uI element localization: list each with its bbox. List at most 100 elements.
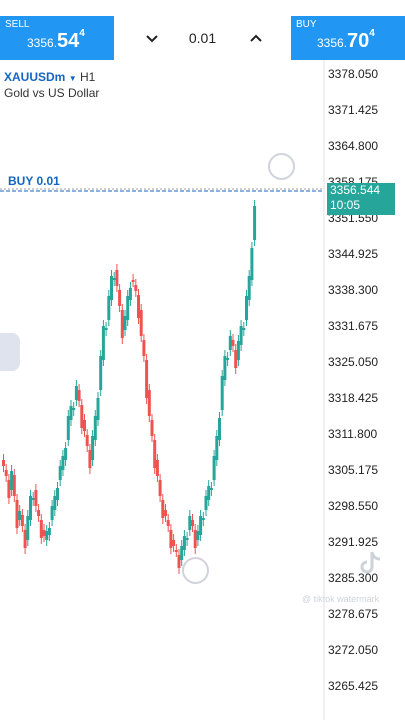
candle-body (161, 500, 165, 518)
candle-body (12, 475, 16, 496)
candle-body (120, 310, 124, 338)
buy-label: BUY (296, 19, 317, 30)
candle-body (31, 498, 35, 500)
candle-body (134, 285, 138, 291)
candle-body (85, 435, 89, 446)
candle-body (253, 206, 257, 240)
price-axis-label: 3265.425 (328, 679, 379, 693)
candle-body (37, 510, 41, 516)
chevron-up-icon[interactable] (244, 26, 268, 50)
candle-body (188, 516, 192, 530)
candlestick-chart[interactable] (0, 60, 405, 720)
candle-body (47, 528, 51, 535)
candle-body (185, 538, 189, 540)
candle-body (61, 456, 65, 470)
candle-body (196, 531, 200, 540)
candle-body (193, 530, 197, 548)
lot-size-value[interactable]: 0.01 (188, 30, 217, 46)
candle-body (145, 360, 149, 398)
candle-body (169, 530, 173, 548)
candle-body (20, 515, 24, 526)
candle-body (39, 520, 43, 538)
candle-body (137, 295, 140, 318)
candle-body (118, 290, 122, 306)
candle-body (153, 440, 157, 468)
candle-body (199, 516, 203, 535)
buy-position-label[interactable]: BUY 0.01 (8, 174, 60, 188)
candle-body (131, 280, 135, 282)
symbol-description: Gold vs US Dollar (4, 86, 100, 100)
candle-body (96, 398, 100, 420)
candle-body (166, 520, 170, 526)
price-axis-label: 3272.050 (328, 643, 379, 657)
candle-body (26, 516, 30, 540)
candle-body (242, 328, 246, 330)
candle-body (220, 376, 224, 410)
buy-price: 3356.704 (317, 28, 375, 52)
candle-body (123, 316, 127, 330)
candle-body (80, 405, 84, 428)
candle-body (72, 408, 76, 410)
candle-body (231, 340, 235, 346)
candle-body (142, 340, 146, 356)
candle-body (212, 456, 216, 480)
buy-button[interactable]: BUY 3356.704 (291, 16, 405, 60)
price-axis-label: 3291.925 (328, 535, 379, 549)
candle-body (228, 336, 232, 350)
caret-down-icon: ▼ (68, 74, 77, 83)
side-panel-handle[interactable] (0, 333, 20, 371)
current-price-tag: 3356.544 10:05 (327, 183, 395, 215)
candle-body (204, 496, 208, 510)
tiktok-logo-icon (360, 551, 381, 574)
candle-body (209, 488, 213, 490)
candle-body (74, 386, 78, 400)
candle-body (42, 530, 46, 536)
bar-countdown: 10:05 (330, 198, 361, 212)
candle-body (245, 296, 248, 320)
candle-body (88, 450, 92, 468)
candle-body (2, 460, 5, 466)
candle-body (34, 490, 38, 506)
candle-body (174, 550, 178, 552)
sell-label: SELL (5, 19, 30, 30)
candle-body (50, 506, 54, 520)
candle-body (56, 488, 59, 500)
price-axis-label: 3285.300 (328, 571, 379, 585)
candle-body (93, 416, 97, 440)
candle-body (110, 276, 113, 300)
symbol-header[interactable]: XAUUSDm ▼ H1 (4, 70, 95, 84)
price-axis-label: 3331.675 (328, 319, 379, 333)
lot-size-panel: 0.01 (114, 16, 291, 60)
price-axis-label: 3344.925 (328, 247, 379, 261)
chevron-down-icon[interactable] (140, 26, 164, 50)
candle-body (66, 416, 70, 440)
price-axis-label: 3325.050 (328, 355, 379, 369)
timeframe: H1 (79, 70, 96, 84)
candle-body (69, 406, 73, 420)
candle-body (164, 510, 167, 516)
candle-body (115, 270, 119, 286)
candle-body (247, 276, 251, 300)
price-axis-label: 3318.425 (328, 391, 379, 405)
candle-body (77, 390, 81, 401)
sell-button[interactable]: SELL 3356.544 (0, 16, 114, 60)
candles-group (2, 200, 257, 574)
touch-indicator-bottom (182, 557, 209, 584)
candle-body (201, 518, 205, 520)
candle-body (234, 350, 238, 368)
price-axis-label: 3305.175 (328, 463, 379, 477)
candle-body (250, 248, 254, 280)
candle-body (83, 420, 86, 431)
sell-price: 3356.544 (27, 28, 85, 52)
price-axis-label: 3371.425 (328, 103, 379, 117)
candle-body (239, 326, 243, 345)
candle-body (172, 540, 176, 546)
price-axis-label: 3378.050 (328, 67, 379, 81)
candle-body (15, 500, 19, 528)
symbol-name: XAUUSDm (4, 70, 66, 84)
candle-body (58, 466, 62, 480)
candle-body (99, 356, 103, 390)
candle-body (4, 470, 8, 476)
candle-body (147, 390, 151, 416)
candle-body (226, 358, 230, 360)
